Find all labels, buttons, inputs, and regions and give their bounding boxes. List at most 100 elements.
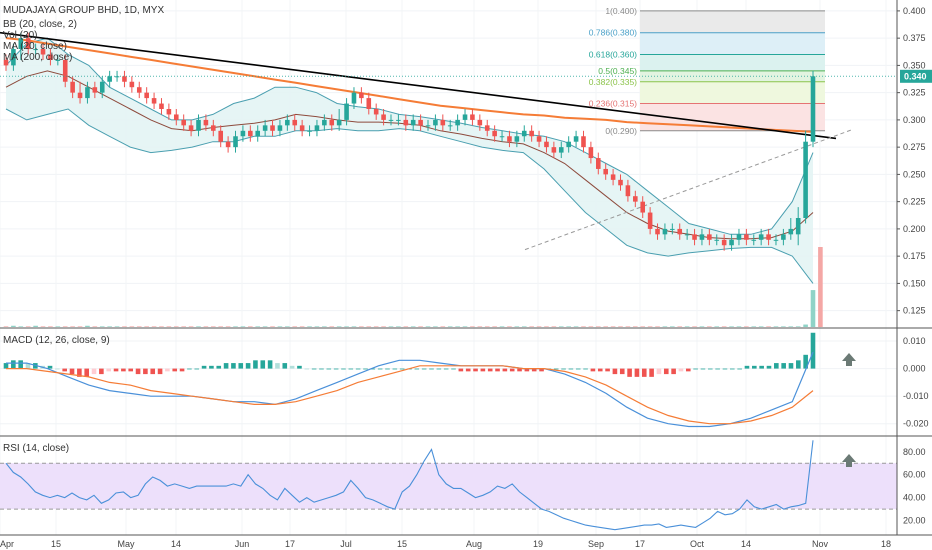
volume-bar	[514, 326, 520, 327]
macd-pane: -0.020 -0.010 0.000 0.010	[0, 332, 929, 429]
candle-body	[292, 119, 298, 126]
macd-histogram-bar	[179, 368, 185, 372]
macd-histogram-bar	[685, 368, 691, 372]
macd-histogram-bar	[788, 363, 794, 369]
candle-body	[25, 38, 31, 50]
macd-histogram-bar	[172, 368, 178, 372]
candle-body	[773, 239, 779, 241]
candle-body	[144, 92, 149, 99]
candle-body	[551, 147, 557, 153]
rsi-title[interactable]: RSI (14, close)	[3, 443, 69, 454]
macd-title[interactable]: MACD (12, 26, close, 9)	[3, 335, 110, 346]
macd-line	[6, 351, 814, 428]
candle-body	[810, 76, 816, 142]
time-tick-label: 17	[635, 539, 645, 549]
candle-body	[285, 119, 290, 126]
macd-histogram-bar	[458, 368, 464, 372]
volume-bar	[173, 326, 179, 327]
volume-bar	[795, 326, 801, 327]
legend-vol[interactable]: Vol (20)	[3, 30, 37, 41]
macd-histogram-bar	[99, 368, 104, 375]
volume-bar	[507, 326, 512, 327]
time-tick-label: 19	[533, 539, 543, 549]
macd-histogram-bar	[143, 368, 148, 375]
candle-body	[336, 119, 342, 126]
rsi-tick-label: 80.00	[903, 447, 926, 457]
last-price-label: 0.340	[904, 71, 927, 81]
rsi-arrow-icon[interactable]	[842, 454, 856, 467]
time-tick-label: Nov	[812, 539, 829, 549]
candle-body	[610, 174, 616, 180]
chart-title: MUDAJAYA GROUP BHD, 1D, MYX	[3, 5, 164, 16]
time-tick-label: May	[117, 539, 135, 549]
volume-bar	[462, 326, 468, 327]
candle-body	[758, 234, 764, 240]
last-price-tag: 0.340	[900, 69, 932, 83]
volume-bar	[11, 325, 16, 327]
candle-body	[240, 130, 246, 137]
macd-histogram-bar	[722, 368, 728, 370]
volume-bar	[33, 325, 38, 327]
volume-bar	[62, 326, 68, 327]
legend-ma20[interactable]: MA (20, close)	[3, 41, 67, 52]
macd-histogram-bar	[282, 363, 288, 369]
volume-bar	[136, 326, 142, 327]
volume-bar	[781, 326, 786, 327]
candle-body	[699, 234, 705, 240]
candle-body	[751, 239, 757, 241]
candle-body	[85, 87, 90, 99]
candle-body	[744, 234, 749, 240]
candle-body	[736, 234, 742, 240]
volume-bar	[188, 326, 194, 327]
volume-bar	[640, 326, 646, 327]
price-tick-label: 0.350	[903, 60, 926, 70]
volume-bar	[25, 326, 31, 327]
time-axis: Apr 15 May 14 Jun 17 Jul 15 Aug 19 Sep 17 Oct 14 Nov 18	[0, 539, 891, 549]
volume-bar	[470, 326, 475, 327]
candle-body	[433, 119, 438, 126]
volume-bar	[699, 326, 705, 327]
macd-histogram-bar	[429, 368, 434, 370]
macd-histogram-bar	[216, 365, 222, 369]
legend-bb[interactable]: BB (20, close, 2)	[3, 19, 77, 30]
macd-arrow-icon[interactable]	[842, 353, 856, 366]
price-tick-label: 0.150	[903, 278, 926, 288]
candle-body	[122, 76, 127, 82]
candle-body	[566, 141, 571, 148]
time-tick-label: Jul	[340, 539, 352, 549]
volume-bar	[314, 326, 320, 327]
time-tick-label: 18	[881, 539, 891, 549]
candle-body	[381, 114, 386, 120]
candle-body	[388, 119, 394, 121]
time-tick-label: Aug	[466, 539, 482, 549]
candle-body	[344, 103, 349, 120]
bollinger-bands	[5, 37, 814, 284]
macd-tick-label: 0.010	[903, 336, 926, 346]
candle-body	[447, 125, 453, 127]
macd-histogram-bar	[209, 365, 214, 369]
volume-bar	[788, 326, 794, 327]
macd-histogram-bar	[796, 360, 801, 369]
macd-histogram-bar	[634, 368, 640, 377]
candle-body	[181, 119, 186, 126]
macd-histogram-bar	[509, 368, 515, 372]
candle-body	[218, 130, 224, 142]
macd-histogram-bar	[385, 368, 390, 370]
macd-histogram-bar	[341, 368, 346, 370]
volume-bar	[48, 326, 53, 327]
volume-bar	[758, 326, 764, 327]
volume-bar	[218, 326, 224, 327]
volume-bar	[285, 326, 290, 327]
candle-body	[129, 81, 135, 88]
volume-bar	[270, 326, 275, 327]
legend-ma200[interactable]: MA (200, close)	[3, 52, 72, 63]
volume-bar	[751, 326, 757, 327]
volume-bar	[307, 326, 312, 327]
macd-histogram-bar	[597, 368, 603, 372]
macd-histogram-bar	[744, 365, 750, 369]
candle-body	[440, 119, 446, 126]
volume-bar	[425, 326, 431, 327]
candle-body	[55, 59, 61, 61]
candle-body	[166, 109, 172, 115]
candle-body	[640, 201, 646, 213]
